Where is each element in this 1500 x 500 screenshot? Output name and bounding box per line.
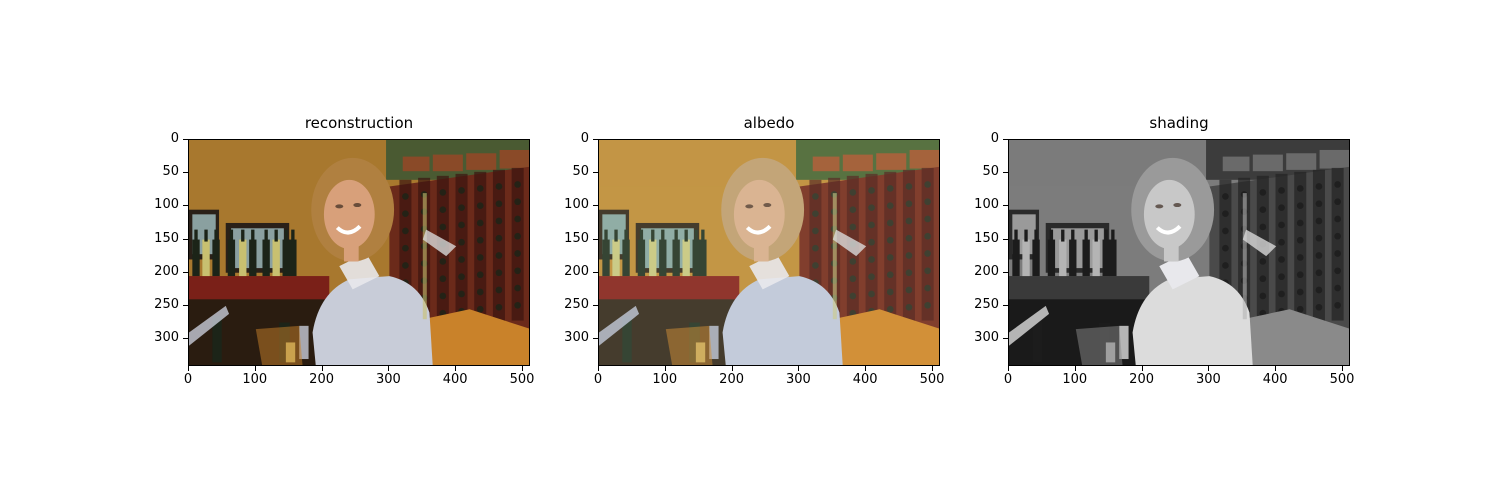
panel-albedo: albedo 0 50 100 150 200 250 300 0 100 200 300 400 500 <box>558 0 980 500</box>
x-tick-label: 100 <box>1062 372 1088 387</box>
x-tick-mark <box>598 366 599 371</box>
x-tick-label: 0 <box>593 372 603 387</box>
x-tick-label: 100 <box>242 372 268 387</box>
y-tick-mark <box>593 338 598 340</box>
image-albedo <box>598 139 940 366</box>
y-tick-mark <box>593 205 598 207</box>
y-tick-mark <box>593 238 598 240</box>
image-reconstruction <box>188 139 530 366</box>
y-tick-label: 150 <box>154 230 179 246</box>
y-tick-mark <box>593 172 598 174</box>
x-tick-label: 300 <box>785 372 811 387</box>
x-tick-mark <box>1008 366 1009 371</box>
face <box>1143 179 1195 249</box>
y-tick-mark <box>183 271 188 273</box>
y-tick-mark <box>183 172 188 174</box>
y-tick-mark <box>1003 172 1008 174</box>
x-tick-mark <box>455 366 457 371</box>
x-tick-label: 400 <box>852 372 878 387</box>
shelf <box>189 276 330 303</box>
x-tick-mark <box>254 366 256 371</box>
y-tick-label: 300 <box>154 330 179 346</box>
y-tick-label: 200 <box>564 263 589 279</box>
y-tick-label: 100 <box>974 197 999 213</box>
y-tick-label: 50 <box>162 164 179 180</box>
y-tick-mark <box>1003 338 1008 340</box>
x-tick-label: 300 <box>375 372 401 387</box>
x-tick-label: 200 <box>309 372 334 387</box>
x-tick-mark <box>321 366 323 371</box>
panel-shading: shading 0 50 100 150 200 250 300 0 100 200 300 400 50… <box>968 0 1390 500</box>
y-tick-label: 150 <box>564 230 589 246</box>
y-tick-mark <box>183 238 188 240</box>
x-tick-label: 300 <box>1195 372 1221 387</box>
shirt <box>312 276 433 365</box>
shelf <box>599 276 740 303</box>
x-tick-label: 200 <box>719 372 744 387</box>
x-tick-mark <box>931 366 933 371</box>
y-tick-label: 150 <box>974 230 999 246</box>
y-tick-label: 100 <box>564 197 589 213</box>
y-tick-label: 50 <box>572 164 589 180</box>
y-tick-label: 250 <box>974 296 999 312</box>
x-tick-mark <box>388 366 390 371</box>
y-tick-label: 300 <box>974 330 999 346</box>
x-tick-mark <box>1275 366 1277 371</box>
x-tick-mark <box>664 366 666 371</box>
x-tick-mark <box>1074 366 1076 371</box>
x-tick-label: 500 <box>919 372 945 387</box>
image-shading <box>1008 139 1350 366</box>
y-tick-label: 50 <box>982 164 999 180</box>
x-tick-label: 100 <box>652 372 678 387</box>
y-tick-mark <box>183 139 188 140</box>
y-tick-label: 0 <box>990 131 999 146</box>
x-tick-label: 0 <box>183 372 193 387</box>
x-tick-mark <box>798 366 800 371</box>
y-tick-mark <box>1003 271 1008 273</box>
y-tick-label: 100 <box>154 197 179 213</box>
face <box>323 179 375 249</box>
y-tick-label: 0 <box>170 131 179 146</box>
y-tick-label: 200 <box>154 263 179 279</box>
x-tick-label: 400 <box>1262 372 1288 387</box>
shirt <box>1132 276 1253 365</box>
y-tick-mark <box>1003 304 1008 306</box>
counter-right <box>832 309 939 365</box>
y-tick-mark <box>593 271 598 273</box>
y-tick-mark <box>183 338 188 340</box>
y-tick-mark <box>183 205 188 207</box>
y-tick-mark <box>1003 139 1008 140</box>
x-tick-label: 0 <box>1003 372 1013 387</box>
y-tick-label: 0 <box>580 131 589 146</box>
x-tick-label: 500 <box>1329 372 1355 387</box>
y-tick-mark <box>183 304 188 306</box>
x-tick-mark <box>1208 366 1210 371</box>
shirt <box>722 276 843 365</box>
face <box>733 179 785 249</box>
x-tick-label: 200 <box>1129 372 1154 387</box>
counter-right <box>1242 309 1349 365</box>
shelf <box>1009 276 1150 303</box>
x-tick-mark <box>188 366 189 371</box>
y-tick-label: 200 <box>974 263 999 279</box>
panel-title: reconstruction <box>304 114 414 132</box>
y-tick-mark <box>593 304 598 306</box>
counter-right <box>422 309 529 365</box>
y-tick-label: 250 <box>154 296 179 312</box>
y-tick-label: 300 <box>564 330 589 346</box>
x-tick-mark <box>731 366 733 371</box>
y-tick-mark <box>593 139 598 140</box>
x-tick-label: 500 <box>509 372 535 387</box>
y-tick-mark <box>1003 238 1008 240</box>
y-tick-label: 250 <box>564 296 589 312</box>
panel-reconstruction: reconstruction 0 50 100 150 200 250 300 0 100 200 3… <box>148 0 570 500</box>
x-tick-mark <box>1141 366 1143 371</box>
y-tick-mark <box>1003 205 1008 207</box>
x-tick-label: 400 <box>442 372 468 387</box>
panel-title: albedo <box>743 114 795 132</box>
panel-title: shading <box>1149 114 1209 132</box>
x-tick-mark <box>1341 366 1343 371</box>
x-tick-mark <box>865 366 867 371</box>
x-tick-mark <box>521 366 523 371</box>
